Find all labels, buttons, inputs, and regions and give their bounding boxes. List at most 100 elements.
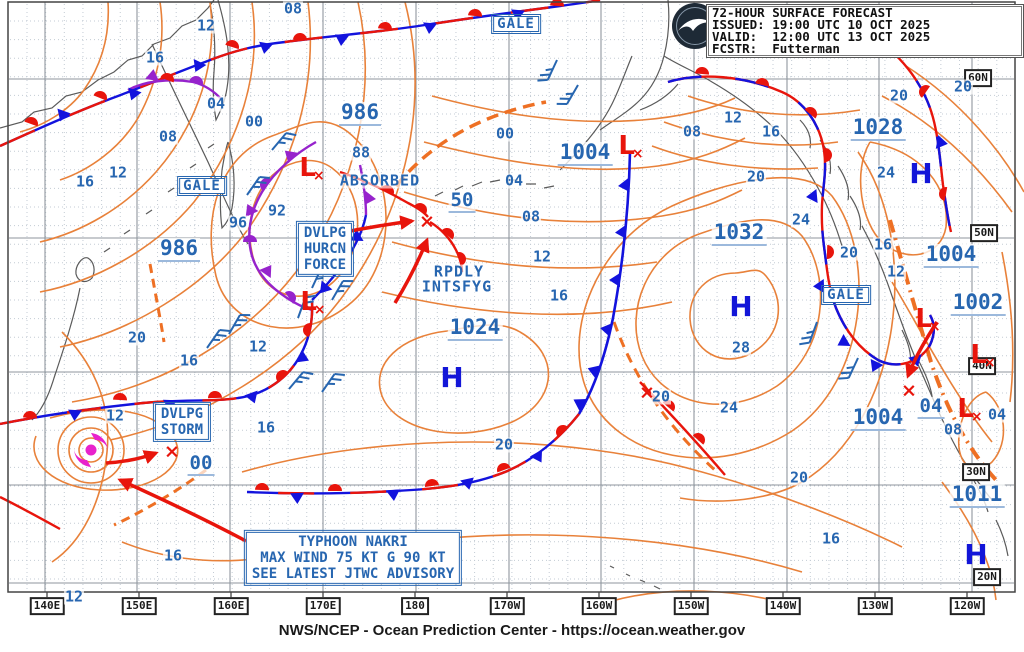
motion-arrow (117, 478, 247, 543)
isobar-value-label: 16 (548, 286, 570, 305)
position-x-mark: × (901, 379, 917, 402)
storm-warning-line: DVLPG (303, 224, 347, 241)
isobar-value-label: 12 (247, 337, 269, 356)
isobar-value-label: 08 (681, 122, 703, 141)
isobar-value-label: 08 (282, 0, 304, 18)
latitude-label: 40N (968, 357, 996, 375)
forecast-position-label: 50 (448, 189, 476, 213)
isobar-value-label: 16 (820, 529, 842, 548)
isobar-value-label: 16 (144, 48, 166, 67)
longitude-label: 150E (121, 597, 157, 615)
latitude-label: 30N (962, 463, 990, 481)
storm-warning-line: MAX WIND 75 KT G 90 KT (260, 549, 446, 566)
forecast-position-label: 04 (917, 395, 945, 419)
isobar-value-label: 20 (745, 167, 767, 186)
forecaster-name: FCSTR: Futterman (712, 41, 840, 56)
position-x-mark: × (639, 381, 655, 404)
isobar-value-label: 96 (227, 213, 249, 232)
map-border (7, 1, 1016, 593)
isobar-value-label: 24 (790, 210, 812, 229)
pressure-center-label: 1024 (447, 315, 503, 341)
isobar-value-label: 08 (520, 207, 542, 226)
pressure-center-label: 986 (339, 100, 381, 126)
low-x-icon: × (631, 146, 644, 162)
isobar-value-label: 00 (243, 112, 265, 131)
isobar-value-label: 12 (195, 16, 217, 35)
isobar-value-label: 12 (104, 406, 126, 425)
isobar-value-label: 12 (885, 262, 907, 281)
isobar-value-label: 16 (162, 546, 184, 565)
isobar-value-label: 16 (872, 235, 894, 254)
low-pressure-symbol: L× (915, 304, 941, 335)
high-pressure-symbol: H (909, 157, 933, 190)
low-x-icon: × (928, 319, 941, 335)
isobar-value-label: 04 (205, 94, 227, 113)
isobar-value-label: 20 (650, 387, 672, 406)
pressure-center-label: 1028 (850, 115, 906, 141)
footer-caption: NWS/NCEP - Ocean Prediction Center - htt… (278, 622, 746, 639)
storm-warning-box: TYPHOON NAKRI MAX WIND 75 KT G 90 KT SEE L… (243, 529, 463, 587)
latitude-label: 50N (970, 224, 998, 242)
gale-warning-box: GALE (177, 176, 227, 196)
isobar-value-label: 28 (730, 338, 752, 357)
storm-warning-line: TYPHOON NAKRI (298, 533, 408, 550)
low-pressure-symbol: L× (299, 153, 325, 184)
low-pressure-symbol: L× (970, 340, 996, 371)
high-pressure-symbol: H (964, 538, 988, 571)
longitude-label: 170E (305, 597, 341, 615)
low-pressure-symbol: L× (618, 131, 644, 162)
isobar-value-label: 24 (875, 163, 897, 182)
pressure-center-label: 1004 (850, 405, 906, 431)
high-pressure-symbol: H (729, 290, 753, 323)
longitude-label: 140W (765, 597, 801, 615)
isobar-value-label: 12 (63, 587, 85, 606)
isobar-value-label: 08 (157, 127, 179, 146)
forecast-title-box: 72-HOUR SURFACE FORECAST ISSUED: 19:00 U… (706, 4, 1024, 58)
isobar-value-label: 24 (718, 398, 740, 417)
storm-warning-line: HURCN (303, 240, 347, 257)
isobar-value-label: 92 (266, 201, 288, 220)
isobar-value-label: 20 (126, 328, 148, 347)
isobar-value-label: 04 (986, 405, 1008, 424)
pressure-center-label: 1004 (557, 140, 613, 166)
storm-warning-line: STORM (160, 422, 204, 438)
low-x-icon: × (313, 302, 326, 318)
gale-warning-box: GALE (821, 285, 871, 305)
pressure-center-label: 1011 (949, 482, 1005, 508)
longitude-label: 120W (949, 597, 985, 615)
isobar-value-label: 08 (942, 420, 964, 439)
longitude-label: 130W (857, 597, 893, 615)
pressure-center-label: 986 (158, 236, 200, 262)
isobar-value-label: 12 (722, 108, 744, 127)
position-x-mark: × (419, 210, 435, 233)
isobar-value-label: 16 (74, 172, 96, 191)
low-pressure-symbol: L× (957, 394, 983, 425)
forecast-issued: ISSUED: 19:00 UTC 10 OCT 2025 (712, 17, 931, 32)
pressure-center-label: 1002 (950, 290, 1006, 316)
isobar-value-label: 16 (178, 351, 200, 370)
low-x-icon: × (970, 409, 983, 425)
typhoon-icon (74, 433, 108, 467)
longitude-label: 150W (673, 597, 709, 615)
isobar-value-label: 16 (255, 418, 277, 437)
motion-arrow (905, 321, 939, 379)
position-x-mark: × (164, 440, 180, 463)
isobar-value-label: 12 (531, 247, 553, 266)
isobar-value-label: 20 (493, 435, 515, 454)
isobar-value-label: 20 (838, 243, 860, 262)
isobar-value-label: 16 (760, 122, 782, 141)
high-pressure-symbol: H (440, 361, 464, 394)
longitude-label: 180 (401, 597, 429, 615)
motion-arrow (393, 237, 430, 304)
isobar-value-label: 20 (788, 468, 810, 487)
isobar-value-label: 88 (350, 143, 372, 162)
storm-warning-line: DVLPG (160, 405, 204, 422)
arrow-layer (105, 215, 939, 543)
isobar-value-label: 00 (494, 124, 516, 143)
annotation-text: INTSFYG (421, 277, 493, 296)
motion-arrow (105, 450, 159, 465)
pressure-center-label: 1004 (923, 242, 979, 268)
